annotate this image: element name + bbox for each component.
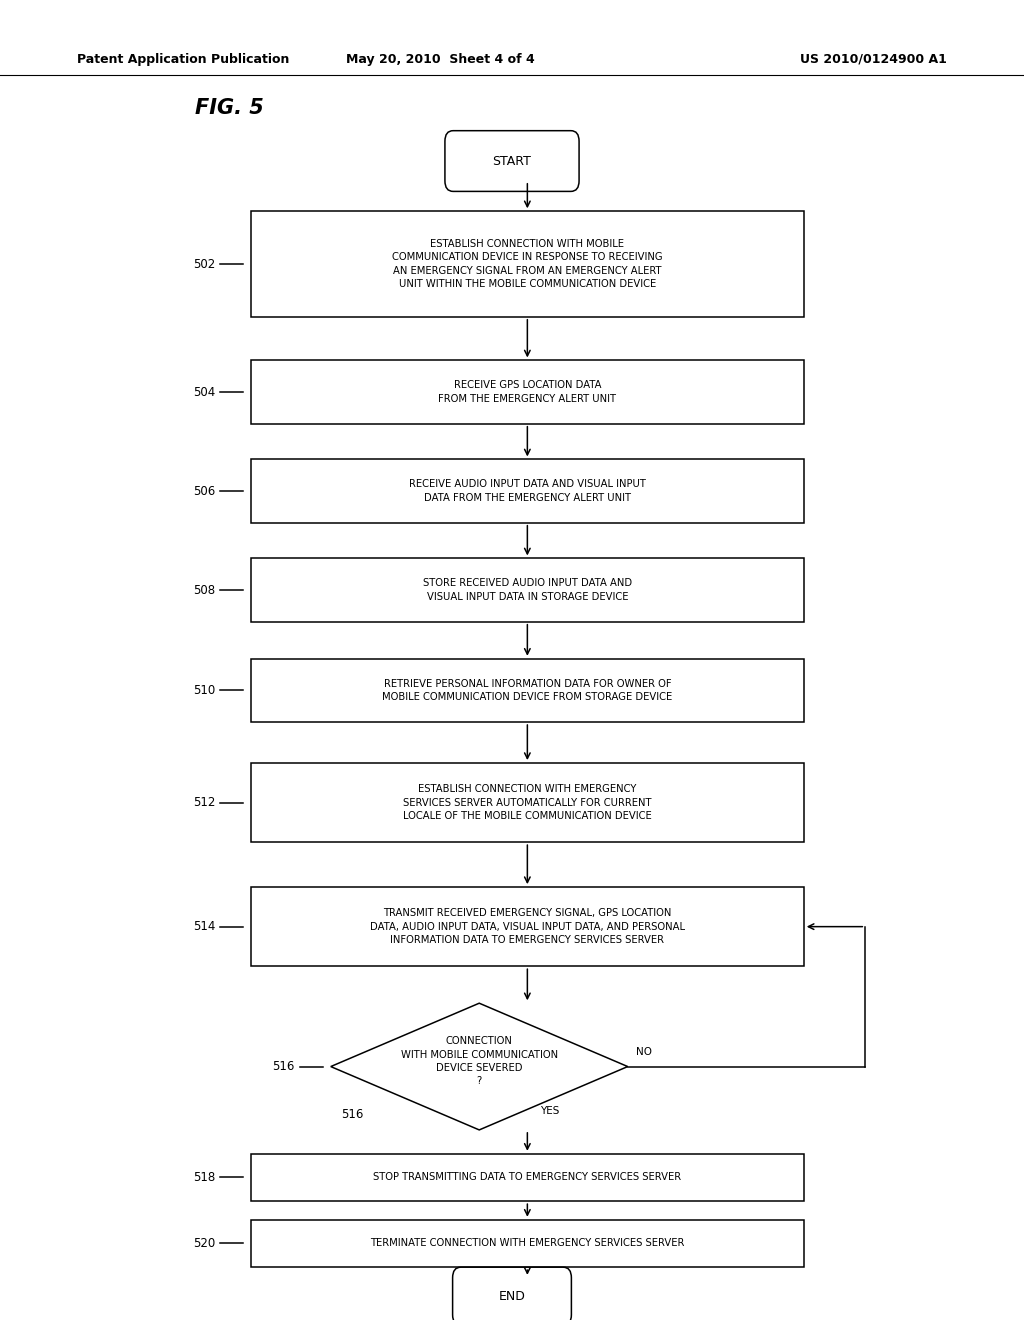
Bar — [251, 360, 804, 424]
Text: STOP TRANSMITTING DATA TO EMERGENCY SERVICES SERVER: STOP TRANSMITTING DATA TO EMERGENCY SERV… — [374, 1172, 681, 1183]
Text: May 20, 2010  Sheet 4 of 4: May 20, 2010 Sheet 4 of 4 — [346, 53, 535, 66]
Text: STORE RECEIVED AUDIO INPUT DATA AND
VISUAL INPUT DATA IN STORAGE DEVICE: STORE RECEIVED AUDIO INPUT DATA AND VISU… — [423, 578, 632, 602]
Text: 520: 520 — [193, 1237, 215, 1250]
Text: YES: YES — [540, 1106, 559, 1117]
Text: Patent Application Publication: Patent Application Publication — [77, 53, 289, 66]
FancyBboxPatch shape — [444, 131, 580, 191]
Text: FIG. 5: FIG. 5 — [195, 98, 263, 119]
Text: 504: 504 — [193, 385, 215, 399]
Text: RECEIVE AUDIO INPUT DATA AND VISUAL INPUT
DATA FROM THE EMERGENCY ALERT UNIT: RECEIVE AUDIO INPUT DATA AND VISUAL INPU… — [409, 479, 646, 503]
Text: NO: NO — [636, 1047, 652, 1057]
Text: 514: 514 — [193, 920, 215, 933]
Bar — [251, 887, 804, 966]
Text: ESTABLISH CONNECTION WITH MOBILE
COMMUNICATION DEVICE IN RESPONSE TO RECEIVING
A: ESTABLISH CONNECTION WITH MOBILE COMMUNI… — [392, 239, 663, 289]
Bar — [251, 659, 804, 722]
Text: 518: 518 — [193, 1171, 215, 1184]
Bar — [251, 1154, 804, 1201]
Bar — [251, 1220, 804, 1267]
Text: TRANSMIT RECEIVED EMERGENCY SIGNAL, GPS LOCATION
DATA, AUDIO INPUT DATA, VISUAL : TRANSMIT RECEIVED EMERGENCY SIGNAL, GPS … — [370, 908, 685, 945]
Bar — [251, 558, 804, 622]
Bar — [251, 459, 804, 523]
Text: RECEIVE GPS LOCATION DATA
FROM THE EMERGENCY ALERT UNIT: RECEIVE GPS LOCATION DATA FROM THE EMERG… — [438, 380, 616, 404]
Text: 516: 516 — [341, 1107, 364, 1121]
Text: 510: 510 — [193, 684, 215, 697]
Text: END: END — [499, 1290, 525, 1303]
Text: US 2010/0124900 A1: US 2010/0124900 A1 — [801, 53, 947, 66]
Text: 506: 506 — [193, 484, 215, 498]
Text: 508: 508 — [193, 583, 215, 597]
Text: 516: 516 — [272, 1060, 295, 1073]
Text: TERMINATE CONNECTION WITH EMERGENCY SERVICES SERVER: TERMINATE CONNECTION WITH EMERGENCY SERV… — [370, 1238, 685, 1249]
Text: CONNECTION
WITH MOBILE COMMUNICATION
DEVICE SEVERED
?: CONNECTION WITH MOBILE COMMUNICATION DEV… — [400, 1036, 558, 1086]
Polygon shape — [331, 1003, 628, 1130]
FancyBboxPatch shape — [453, 1267, 571, 1320]
Text: 512: 512 — [193, 796, 215, 809]
Bar — [251, 211, 804, 317]
Text: ESTABLISH CONNECTION WITH EMERGENCY
SERVICES SERVER AUTOMATICALLY FOR CURRENT
LO: ESTABLISH CONNECTION WITH EMERGENCY SERV… — [403, 784, 651, 821]
Text: RETRIEVE PERSONAL INFORMATION DATA FOR OWNER OF
MOBILE COMMUNICATION DEVICE FROM: RETRIEVE PERSONAL INFORMATION DATA FOR O… — [382, 678, 673, 702]
Bar — [251, 763, 804, 842]
Text: 502: 502 — [193, 257, 215, 271]
Text: START: START — [493, 154, 531, 168]
